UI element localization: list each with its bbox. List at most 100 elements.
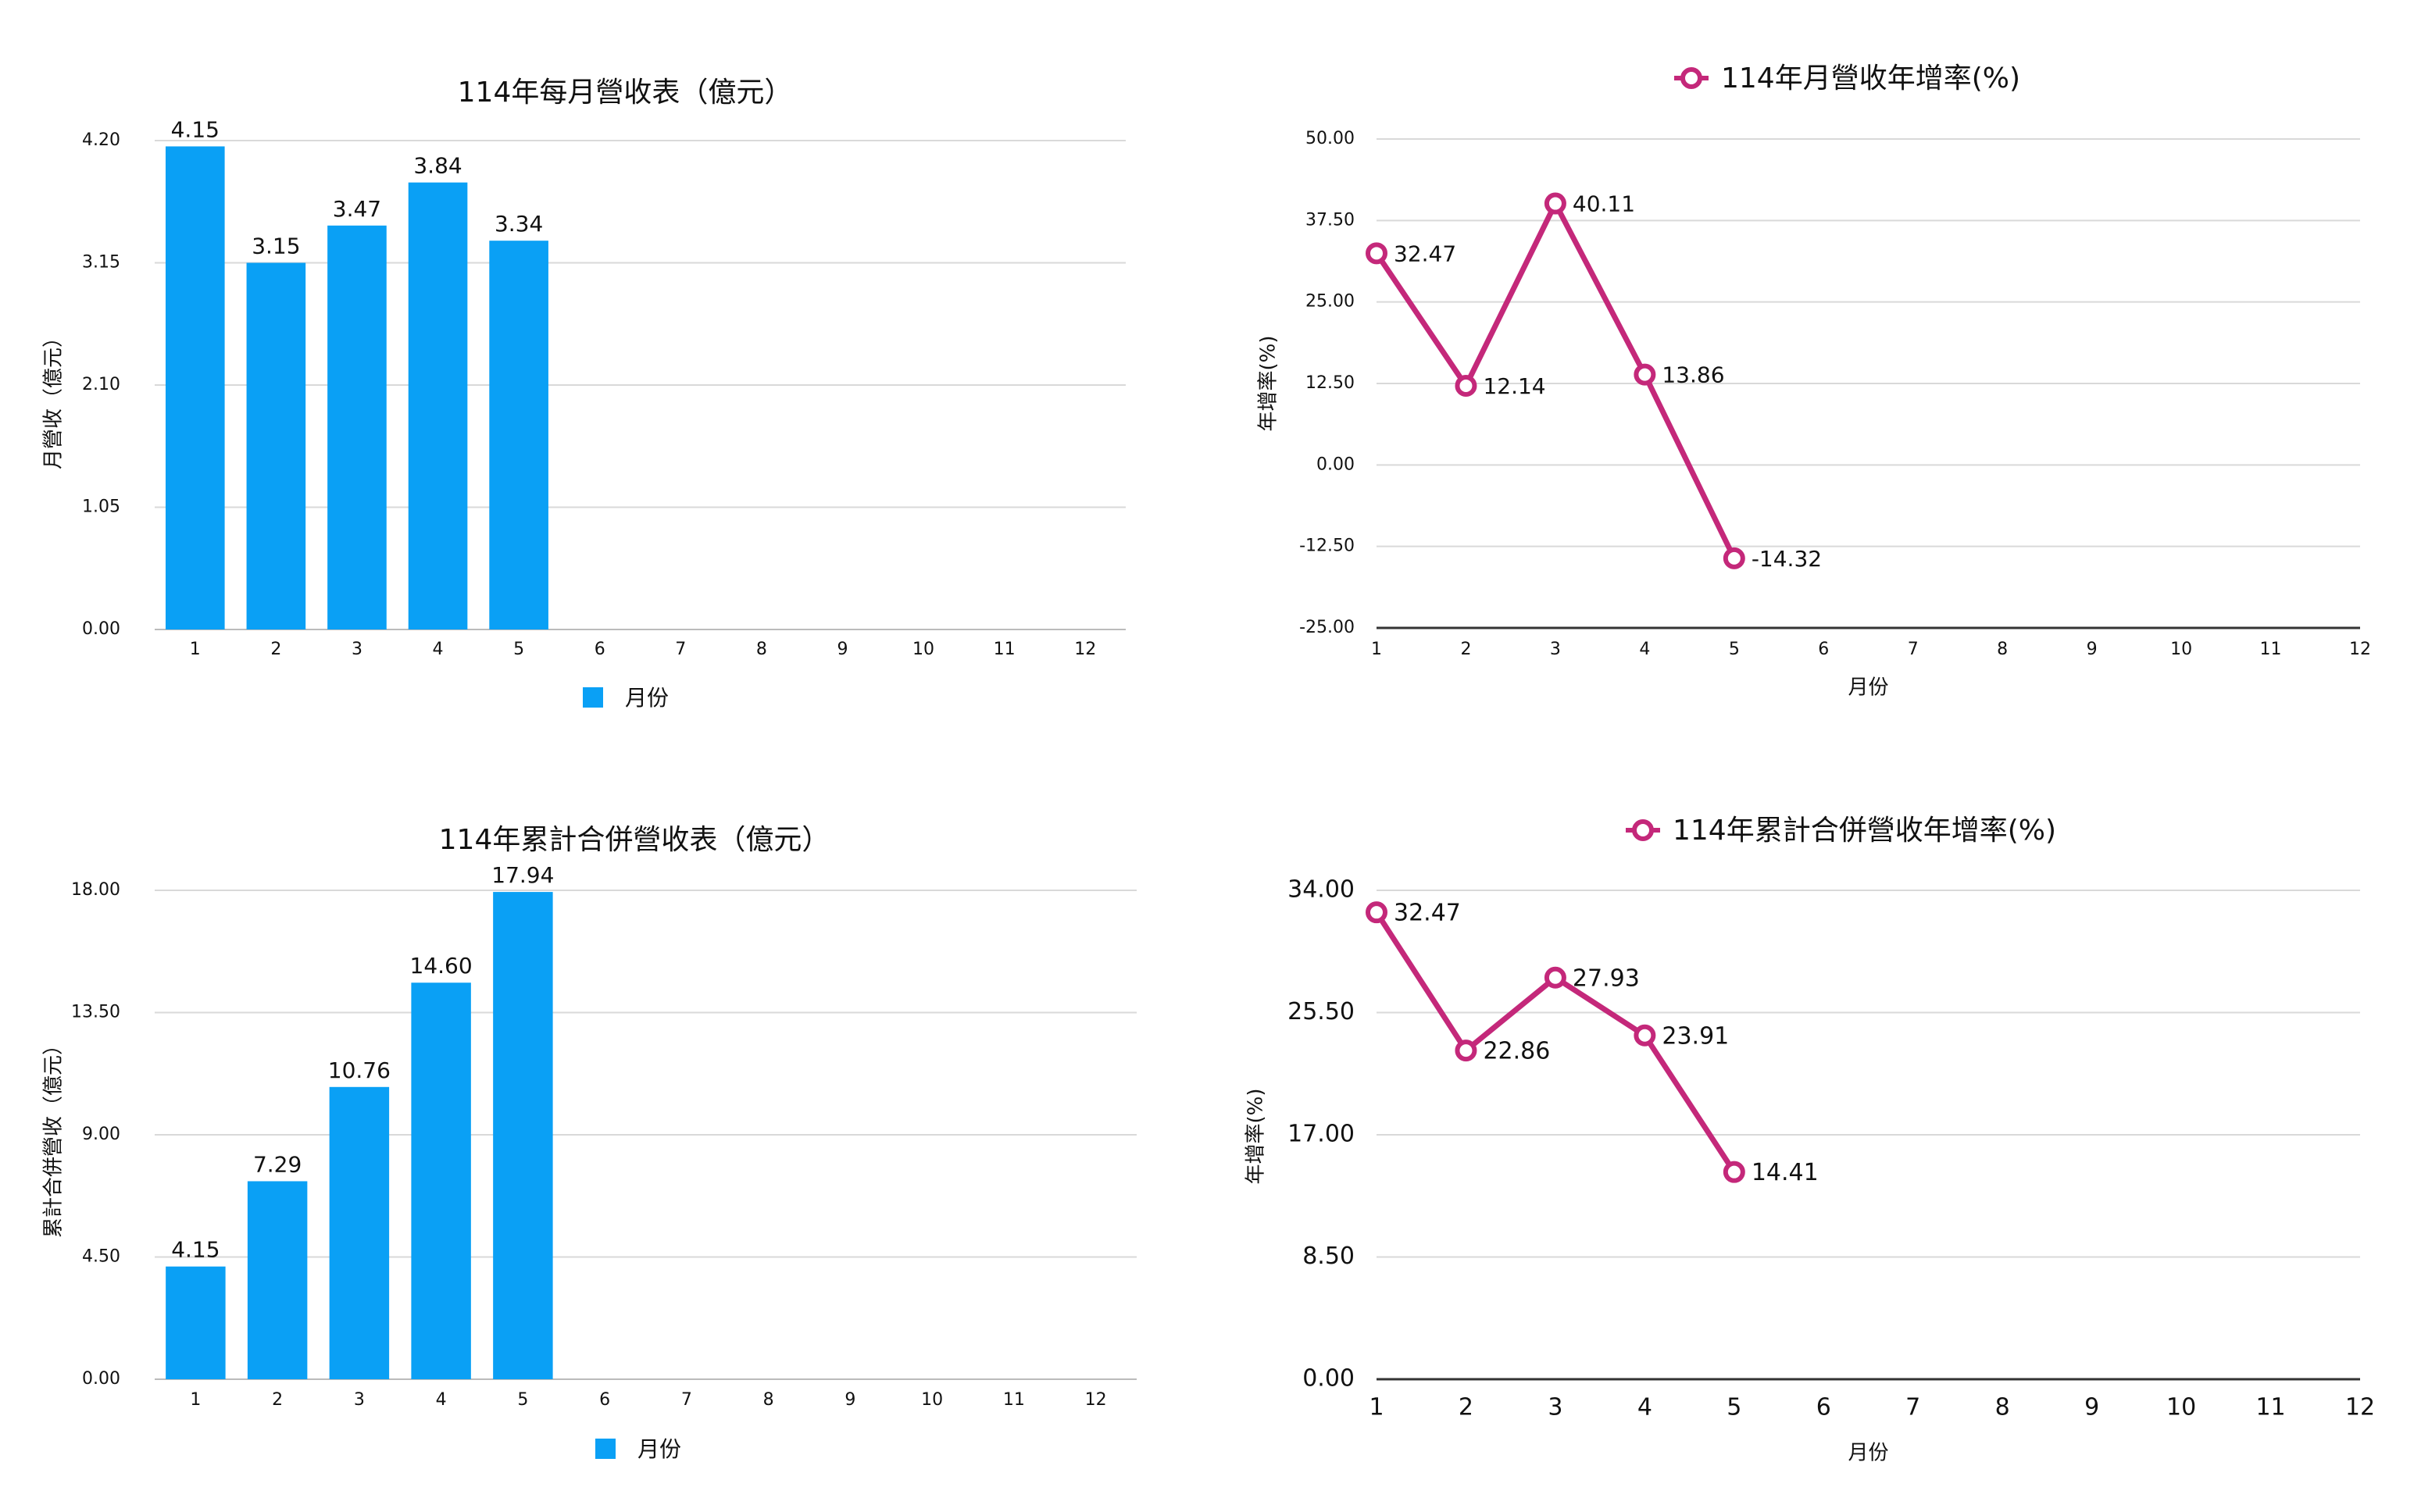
value-label: 3.47	[333, 196, 381, 222]
x-tick-label: 2	[1459, 1394, 1473, 1421]
x-tick-label: 9	[845, 1390, 855, 1410]
chart-title: 114年累計合併營收表（億元）	[439, 824, 830, 856]
value-label: -14.32	[1752, 546, 1822, 572]
bar	[166, 1266, 226, 1379]
y-axis-label: 累計合併營收（億元）	[42, 1035, 66, 1238]
x-tick-label: 8	[763, 1390, 774, 1410]
legend-label: 114年累計合併營收年增率(%)	[1673, 815, 2056, 847]
y-tick-label: 25.00	[1305, 292, 1355, 312]
x-tick-label: 6	[599, 1390, 610, 1410]
y-tick-label: 18.00	[71, 880, 120, 900]
x-tick-label: 12	[2349, 640, 2371, 659]
x-tick-label: 5	[1727, 1394, 1741, 1421]
point	[1723, 547, 1745, 569]
y-tick-label: -12.50	[1299, 537, 1355, 556]
x-tick-label: 12	[1074, 640, 1096, 659]
point	[1366, 901, 1387, 924]
point	[1366, 242, 1387, 265]
value-label: 32.47	[1394, 241, 1456, 266]
legend-swatch	[595, 1439, 616, 1459]
legend-label: 114年月營收年增率(%)	[1721, 62, 2020, 94]
x-axis-label: 月份	[1848, 1442, 1888, 1465]
x-tick-label: 2	[270, 640, 281, 659]
x-tick-label: 1	[190, 1390, 201, 1410]
y-tick-label: 34.00	[1287, 876, 1355, 904]
value-label: 12.14	[1483, 373, 1545, 399]
value-label: 27.93	[1573, 965, 1640, 992]
point	[1544, 192, 1566, 215]
bar	[493, 892, 553, 1379]
x-tick-label: 5	[513, 640, 524, 659]
x-tick-label: 7	[1905, 1394, 1920, 1421]
x-tick-label: 7	[681, 1390, 692, 1410]
value-label: 32.47	[1394, 900, 1461, 927]
legend-swatch	[583, 687, 603, 708]
y-tick-label: 13.50	[71, 1003, 120, 1022]
x-tick-label: 6	[1818, 640, 1829, 659]
x-tick-label: 11	[2260, 640, 2282, 659]
y-tick-label: 1.05	[82, 497, 120, 517]
value-label: 17.94	[491, 862, 554, 888]
x-tick-label: 11	[994, 640, 1016, 659]
point	[1455, 1040, 1477, 1062]
value-label: 14.60	[410, 953, 473, 979]
value-label: 3.34	[495, 211, 543, 237]
y-tick-label: -25.00	[1299, 618, 1355, 637]
bar	[246, 262, 306, 629]
x-tick-label: 9	[2087, 640, 2098, 659]
x-tick-label: 5	[517, 1390, 528, 1410]
y-axis-label: 年增率(%)	[1257, 336, 1280, 432]
y-tick-label: 0.00	[82, 619, 120, 639]
value-label: 3.84	[413, 153, 462, 179]
legend-label: 月份	[625, 685, 669, 711]
value-label: 13.86	[1662, 362, 1724, 388]
y-axis-label: 年增率(%)	[1244, 1089, 1268, 1185]
y-tick-label: 2.10	[82, 375, 120, 394]
y-tick-label: 12.50	[1305, 373, 1355, 393]
y-tick-label: 3.15	[82, 253, 120, 273]
point	[1723, 1161, 1745, 1183]
x-tick-label: 9	[837, 640, 848, 659]
x-tick-label: 10	[2170, 640, 2192, 659]
y-tick-label: 0.00	[1302, 1365, 1355, 1393]
x-tick-label: 1	[190, 640, 201, 659]
bar	[408, 182, 468, 629]
x-tick-label: 1	[1369, 1394, 1384, 1421]
value-label: 40.11	[1573, 191, 1635, 217]
chart-title: 114年每月營收表（億元）	[458, 77, 793, 109]
x-tick-label: 8	[1995, 1394, 2010, 1421]
x-tick-label: 4	[436, 1390, 447, 1410]
x-tick-label: 2	[1460, 640, 1471, 659]
x-tick-label: 10	[2166, 1394, 2196, 1421]
x-tick-label: 7	[675, 640, 686, 659]
y-tick-label: 37.50	[1305, 210, 1355, 230]
x-tick-label: 7	[1908, 640, 1919, 659]
x-tick-label: 3	[1550, 640, 1561, 659]
x-tick-label: 6	[1816, 1394, 1831, 1421]
bar	[247, 1181, 308, 1379]
x-tick-label: 12	[1085, 1390, 1107, 1410]
legend-marker	[1680, 67, 1702, 89]
bar	[327, 225, 387, 629]
x-axis-label: 月份	[1848, 676, 1888, 700]
y-tick-label: 8.50	[1302, 1243, 1355, 1270]
y-tick-label: 4.50	[82, 1247, 120, 1267]
x-tick-label: 3	[352, 640, 362, 659]
x-tick-label: 2	[272, 1390, 283, 1410]
legend-label: 月份	[637, 1436, 681, 1462]
x-tick-label: 8	[756, 640, 767, 659]
value-label: 10.76	[328, 1057, 391, 1083]
x-tick-label: 12	[2345, 1394, 2375, 1421]
y-tick-label: 0.00	[82, 1369, 120, 1389]
point	[1634, 363, 1656, 386]
y-tick-label: 9.00	[82, 1125, 120, 1144]
x-tick-label: 4	[1637, 1394, 1652, 1421]
x-tick-label: 3	[1548, 1394, 1562, 1421]
bar	[165, 146, 225, 629]
x-tick-label: 6	[595, 640, 605, 659]
x-tick-label: 4	[1639, 640, 1650, 659]
point	[1634, 1024, 1656, 1047]
value-label: 4.15	[171, 1237, 220, 1263]
y-tick-label: 0.00	[1316, 455, 1355, 474]
